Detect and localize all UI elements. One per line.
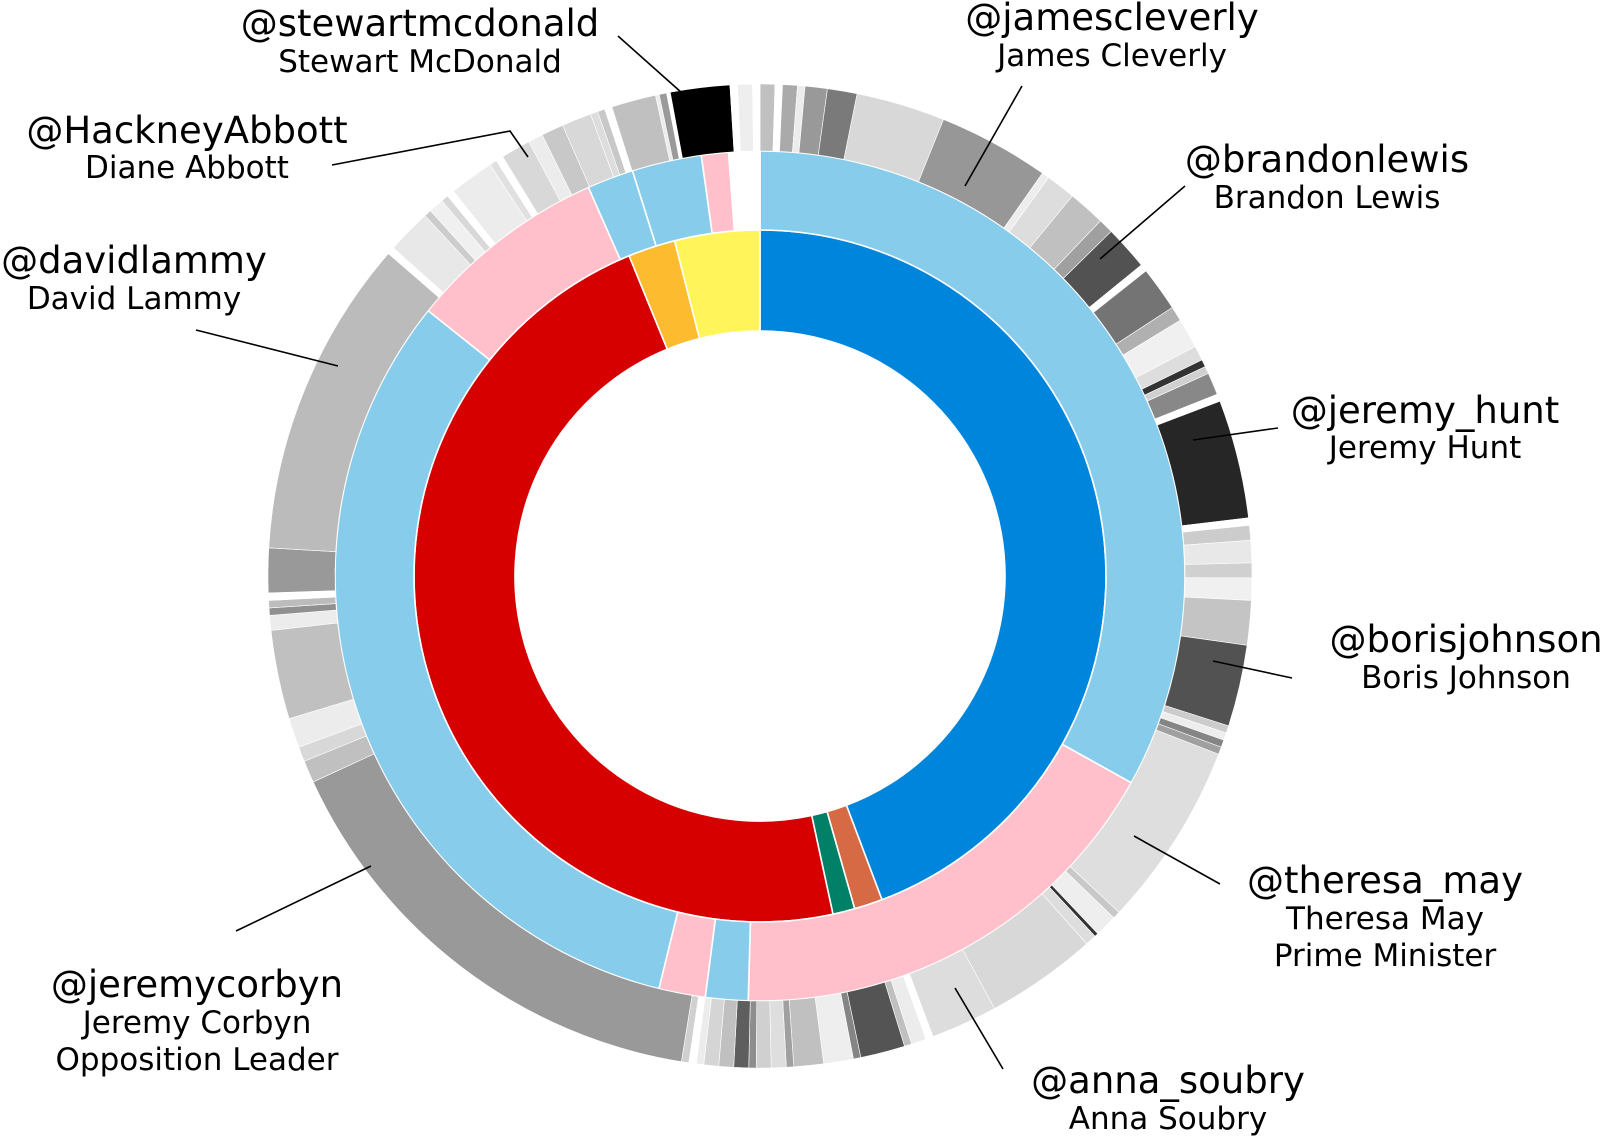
- handle-label: @stewartmcdonald: [241, 2, 600, 45]
- leader-line: [954, 987, 1004, 1070]
- annotation-brandonlewis: @brandonlewis Brandon Lewis: [1099, 138, 1469, 260]
- leader-line: [1099, 185, 1186, 260]
- name-label: Jeremy Corbyn: [81, 1005, 312, 1041]
- leader-line: [235, 865, 372, 932]
- leader-line: [1192, 427, 1279, 441]
- leader-line: [195, 329, 339, 367]
- leader-line: [1212, 660, 1293, 679]
- annotation-stewartmcdonald: @stewartmcdonald Stewart McDonald: [241, 2, 683, 94]
- name-label: Jeremy Hunt: [1327, 430, 1522, 466]
- leader-line: [964, 85, 1023, 187]
- handle-label: @theresa_may: [1247, 859, 1523, 902]
- ring-outer-segment: [737, 83, 754, 152]
- handle-label: @anna_soubry: [1031, 1059, 1305, 1102]
- name-label: Boris Johnson: [1361, 660, 1571, 696]
- role-label: Prime Minister: [1274, 938, 1497, 974]
- leader-line: [617, 35, 683, 94]
- ring-accounts: [267, 83, 1253, 1069]
- handle-label: @borisjohnson: [1329, 618, 1600, 661]
- ring-outer-segment: [759, 83, 776, 152]
- name-label: James Cleverly: [995, 38, 1227, 74]
- annotation-jeremy-hunt: @jeremy_hunt Jeremy Hunt: [1192, 389, 1560, 466]
- ring-outer-segment: [752, 83, 761, 152]
- annotation-jeremycorbyn: @jeremycorbyn Jeremy Corbyn Opposition L…: [51, 865, 372, 1078]
- annotation-jamescleverly: @jamescleverly James Cleverly: [964, 0, 1259, 187]
- annotation-davidlammy: @davidlammy David Lammy: [1, 239, 339, 367]
- name-label: Theresa May: [1285, 901, 1484, 937]
- ring-middle-segment: [727, 150, 761, 232]
- handle-label: @jeremycorbyn: [51, 963, 343, 1006]
- annotation-borisjohnson: @borisjohnson Boris Johnson: [1212, 618, 1600, 696]
- ring-outer-segment: [267, 547, 337, 594]
- handle-label: @davidlammy: [1, 239, 267, 282]
- ring-outer-segment: [755, 1000, 772, 1069]
- name-label: Diane Abbott: [85, 150, 289, 186]
- role-label: Opposition Leader: [55, 1042, 338, 1078]
- leader-line: [1133, 835, 1221, 885]
- ring-outer-segment: [1184, 562, 1253, 579]
- annotation-anna-soubry: @anna_soubry Anna Soubry: [954, 987, 1305, 1137]
- handle-label: @brandonlewis: [1185, 138, 1469, 181]
- annotation-theresa-may: @theresa_may Theresa May Prime Minister: [1133, 835, 1523, 974]
- name-label: David Lammy: [27, 281, 241, 317]
- name-label: Brandon Lewis: [1214, 180, 1441, 216]
- annotation-hackneyabbott: @HackneyAbbott Diane Abbott: [26, 109, 529, 186]
- leader-line: [331, 130, 529, 166]
- ring-party: [413, 229, 1107, 923]
- name-label: Stewart McDonald: [278, 44, 562, 80]
- name-label: Anna Soubry: [1069, 1101, 1267, 1137]
- ring-outer-segment: [1184, 577, 1253, 601]
- handle-label: @HackneyAbbott: [26, 109, 347, 152]
- handle-label: @jeremy_hunt: [1291, 389, 1560, 432]
- handle-label: @jamescleverly: [965, 0, 1258, 39]
